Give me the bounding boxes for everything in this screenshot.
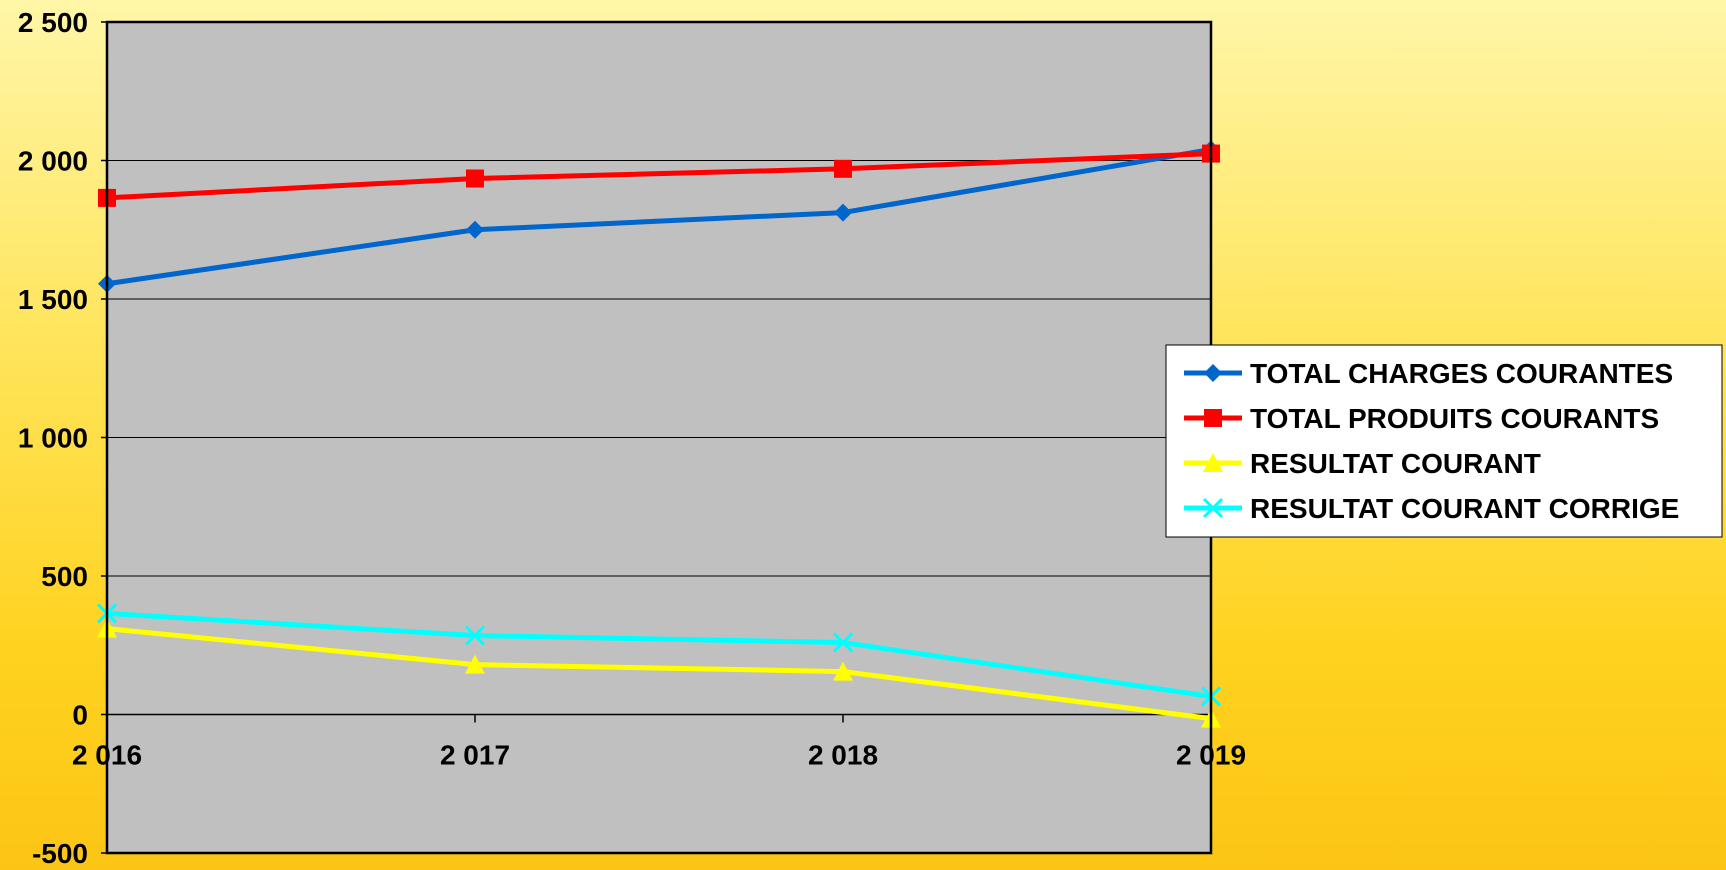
legend-item: TOTAL PRODUITS COURANTS bbox=[1184, 403, 1659, 434]
data-point-diamond bbox=[834, 203, 852, 222]
y-tick-label: 2 000 bbox=[18, 146, 88, 177]
data-point-x bbox=[832, 632, 854, 653]
x-tick-label: 2 018 bbox=[808, 740, 878, 771]
x-tick-label: 2 016 bbox=[72, 740, 142, 771]
x-tick-label: 2 017 bbox=[440, 740, 510, 771]
legend-label: RESULTAT COURANT bbox=[1250, 448, 1541, 479]
y-axis-ticks: -500 0 500 1 000 1 500 2 000 2 500 bbox=[18, 7, 107, 869]
data-point-x bbox=[1202, 497, 1224, 519]
y-tick-label: 500 bbox=[41, 561, 88, 592]
y-tick-label: 2 500 bbox=[18, 7, 88, 38]
x-axis-ticks: 2 016 2 017 2 018 2 019 bbox=[72, 714, 1246, 771]
y-tick-label: 1 000 bbox=[18, 423, 88, 454]
data-point-square bbox=[834, 159, 852, 178]
series-line bbox=[106, 151, 1212, 201]
legend-label: TOTAL CHARGES COURANTES bbox=[1250, 358, 1673, 389]
legend-item: RESULTAT COURANT bbox=[1184, 448, 1541, 479]
series-line bbox=[106, 626, 1212, 722]
data-point-triangle bbox=[833, 661, 853, 681]
legend-label: TOTAL PRODUITS COURANTS bbox=[1250, 403, 1659, 434]
legend: TOTAL CHARGES COURANTES TOTAL PRODUITS CO… bbox=[1165, 344, 1723, 538]
data-point-square bbox=[466, 169, 484, 188]
y-tick-label: 1 500 bbox=[18, 284, 88, 315]
legend-box bbox=[1165, 344, 1723, 538]
data-point-square bbox=[1204, 409, 1222, 427]
data-point-triangle bbox=[1203, 453, 1223, 472]
legend-item: RESULTAT COURANT CORRIGE bbox=[1184, 493, 1679, 524]
y-tick-label: 0 bbox=[72, 700, 88, 731]
legend-label: RESULTAT COURANT CORRIGE bbox=[1250, 493, 1679, 524]
x-tick-label: 2 019 bbox=[1176, 740, 1246, 771]
data-point-diamond bbox=[466, 220, 484, 239]
legend-item: TOTAL CHARGES COURANTES bbox=[1184, 358, 1673, 389]
data-point-diamond bbox=[1204, 364, 1222, 382]
data-point-triangle bbox=[465, 654, 485, 674]
series-line bbox=[106, 610, 1212, 699]
y-tick-label: -500 bbox=[32, 838, 88, 869]
data-point-x bbox=[464, 625, 486, 646]
series-line bbox=[106, 146, 1212, 287]
